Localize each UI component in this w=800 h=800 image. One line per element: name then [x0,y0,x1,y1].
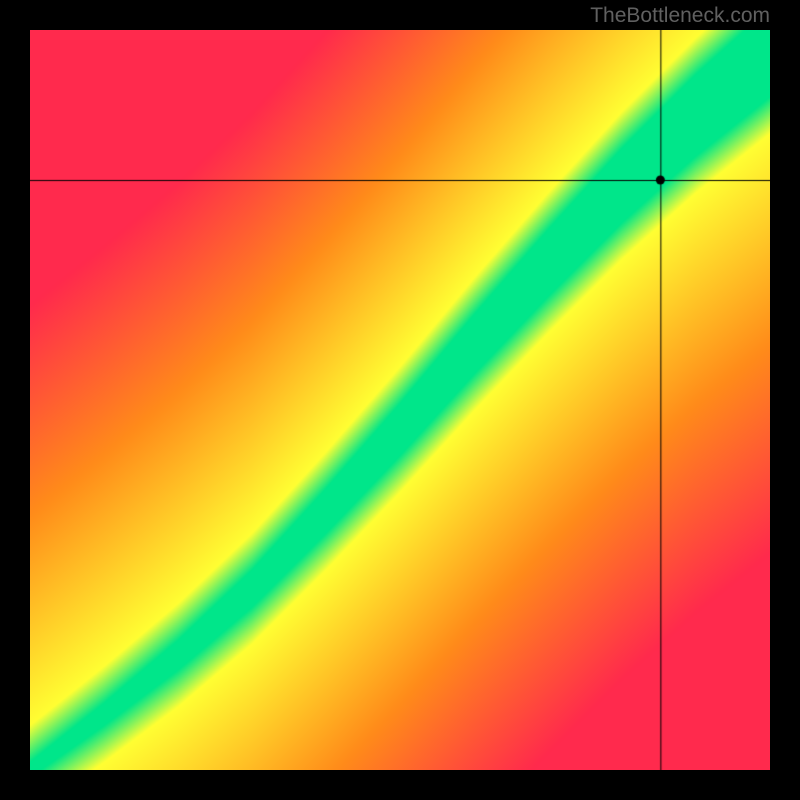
chart-container: TheBottleneck.com [0,0,800,800]
heatmap-plot [30,30,770,770]
watermark-text: TheBottleneck.com [590,4,770,28]
heatmap-canvas [30,30,770,770]
